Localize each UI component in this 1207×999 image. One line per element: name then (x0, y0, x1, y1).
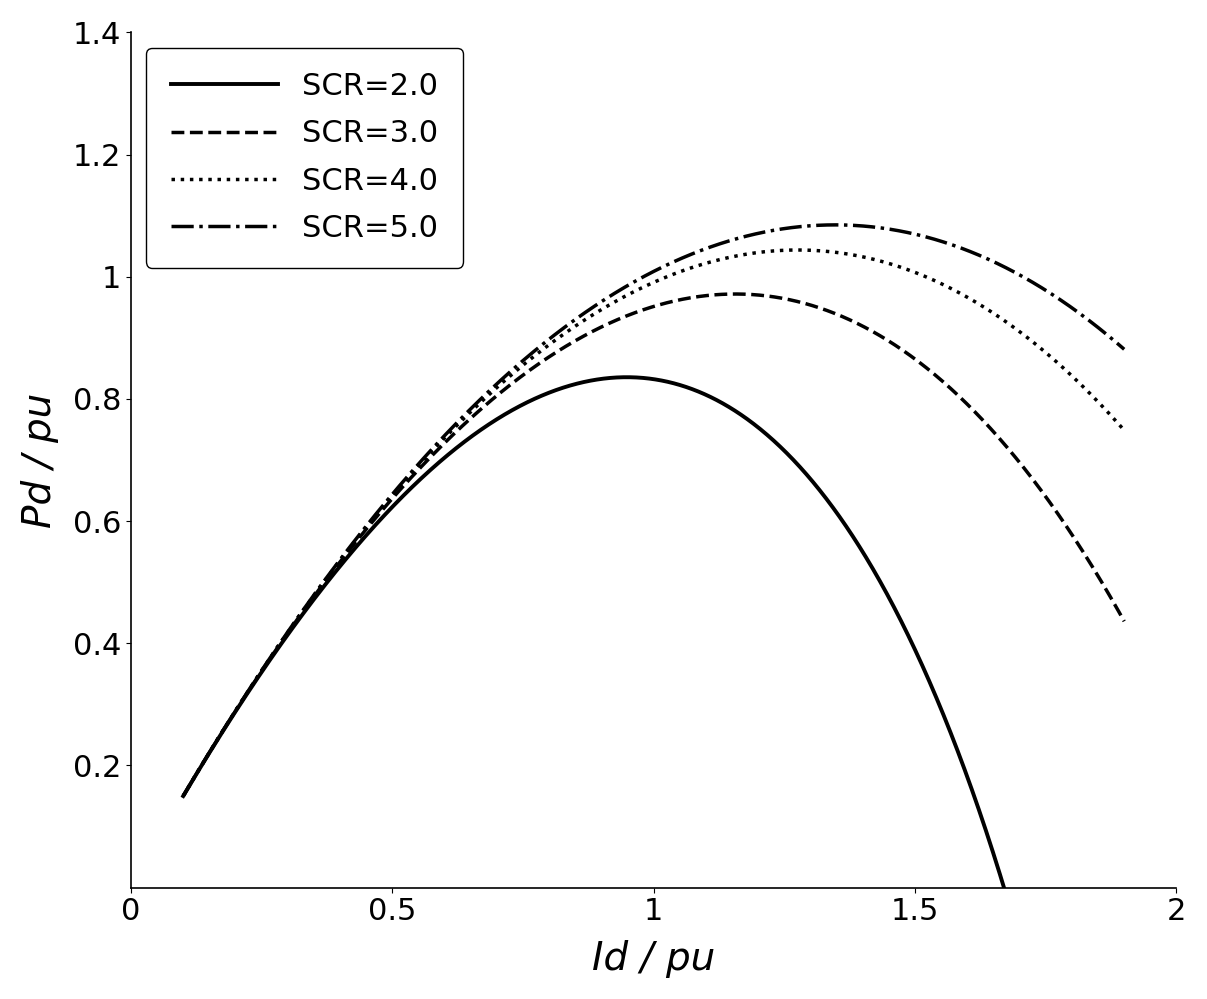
SCR=5.0 (1116, 344, 1131, 356)
SCR=4.0 (1116, 425, 1131, 437)
Line: SCR=3.0: SCR=3.0 (183, 294, 1124, 796)
SCR=5.0 (634, 272, 648, 284)
SCR=2.0 (608, 372, 623, 384)
Line: SCR=4.0: SCR=4.0 (183, 250, 1124, 796)
X-axis label: Id / pu: Id / pu (593, 940, 716, 978)
SCR=4.0 (1090, 395, 1104, 407)
SCR=4.0 (634, 283, 648, 295)
SCR=2.0 (225, 712, 239, 724)
SCR=4.0 (225, 711, 239, 723)
Y-axis label: Pd / pu: Pd / pu (21, 393, 59, 527)
SCR=4.0 (608, 296, 623, 308)
SCR=2.0 (634, 372, 648, 384)
SCR=3.0 (176, 790, 191, 802)
SCR=5.0 (828, 219, 842, 231)
SCR=2.0 (619, 372, 634, 384)
SCR=3.0 (917, 361, 932, 373)
Line: SCR=5.0: SCR=5.0 (183, 225, 1124, 796)
SCR=3.0 (1116, 615, 1131, 627)
SCR=3.0 (225, 711, 239, 723)
SCR=5.0 (225, 711, 239, 723)
SCR=4.0 (1090, 396, 1104, 408)
SCR=2.0 (917, 664, 932, 676)
SCR=3.0 (634, 305, 648, 317)
SCR=3.0 (728, 288, 742, 300)
SCR=2.0 (176, 790, 191, 802)
Legend: SCR=2.0, SCR=3.0, SCR=4.0, SCR=5.0: SCR=2.0, SCR=3.0, SCR=4.0, SCR=5.0 (146, 48, 462, 268)
SCR=4.0 (791, 244, 805, 256)
SCR=5.0 (1090, 321, 1104, 333)
Line: SCR=2.0: SCR=2.0 (183, 378, 1124, 999)
SCR=3.0 (1090, 568, 1104, 580)
SCR=4.0 (176, 790, 191, 802)
SCR=5.0 (1090, 321, 1104, 333)
SCR=5.0 (917, 231, 932, 243)
SCR=3.0 (1090, 568, 1104, 580)
SCR=4.0 (917, 271, 932, 283)
SCR=5.0 (608, 287, 623, 299)
SCR=5.0 (176, 790, 191, 802)
SCR=3.0 (608, 315, 623, 327)
